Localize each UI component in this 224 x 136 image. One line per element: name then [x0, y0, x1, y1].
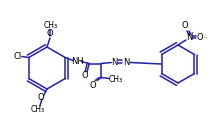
Text: ⁺: ⁺: [190, 32, 194, 36]
Text: N: N: [111, 58, 117, 67]
Text: N: N: [123, 58, 129, 67]
Text: CH₃: CH₃: [44, 21, 58, 30]
Text: N: N: [186, 33, 192, 42]
Text: Cl: Cl: [14, 52, 22, 61]
Text: O: O: [197, 33, 203, 41]
Text: CH₃: CH₃: [31, 106, 45, 115]
Text: O: O: [38, 94, 44, 103]
Text: ⁻: ⁻: [203, 38, 207, 42]
Text: O: O: [82, 71, 88, 80]
Text: NH: NH: [71, 57, 84, 66]
Text: O: O: [47, 30, 53, 38]
Text: CH₃: CH₃: [109, 75, 123, 84]
Text: O: O: [182, 21, 188, 30]
Text: O: O: [90, 81, 97, 90]
